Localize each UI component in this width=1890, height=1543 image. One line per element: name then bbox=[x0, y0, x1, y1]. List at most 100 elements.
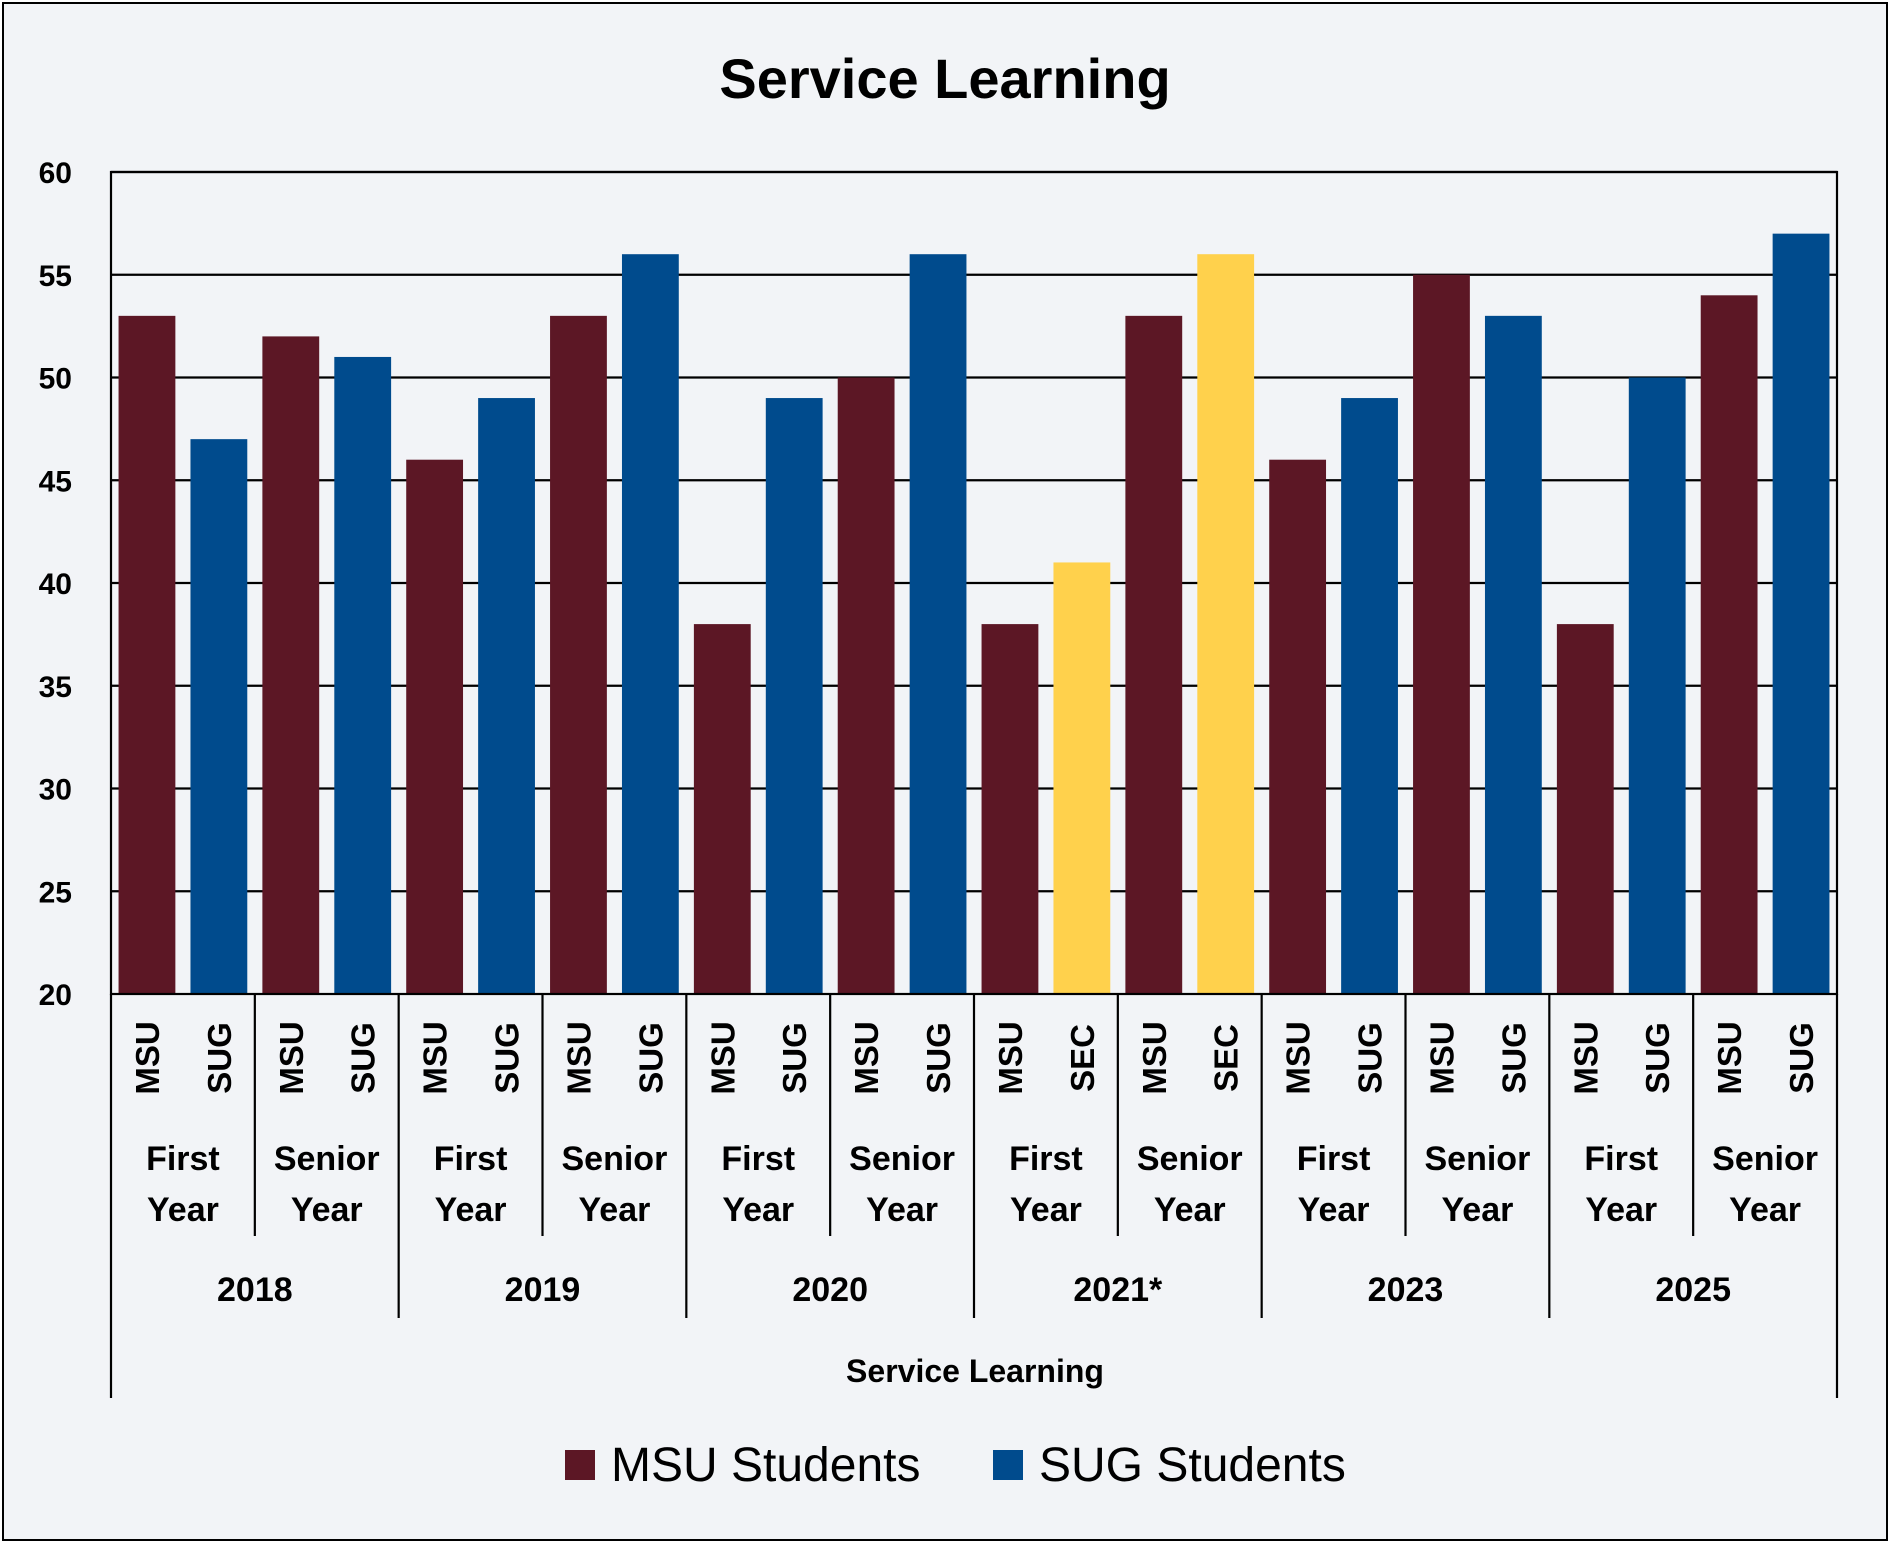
x-category-label: MSU bbox=[129, 1021, 166, 1094]
x-category-label: SUG bbox=[489, 1022, 526, 1094]
bar-sug bbox=[765, 398, 823, 994]
x-category-label: SEC bbox=[1208, 1024, 1245, 1092]
year-label: 2023 bbox=[1368, 1271, 1444, 1309]
x-category-label: SUG bbox=[345, 1022, 382, 1094]
x-category-label: SUG bbox=[776, 1022, 813, 1094]
year-label: 2025 bbox=[1655, 1271, 1731, 1309]
bar-msu bbox=[262, 336, 320, 994]
x-category-label: MSU bbox=[1136, 1021, 1173, 1094]
bar-sug bbox=[478, 398, 535, 994]
bar-msu bbox=[1556, 624, 1614, 994]
x-category-label: SUG bbox=[201, 1022, 238, 1094]
level-label-line1: Senior bbox=[1712, 1140, 1818, 1178]
level-label-line2: Year bbox=[291, 1191, 363, 1229]
y-tick-label: 60 bbox=[39, 157, 72, 190]
level-label-line2: Year bbox=[1441, 1191, 1513, 1229]
year-label: 2020 bbox=[792, 1271, 868, 1309]
x-category-label: SUG bbox=[1639, 1022, 1676, 1094]
legend-swatch bbox=[565, 1450, 595, 1480]
bar-sug bbox=[1772, 233, 1830, 994]
axes bbox=[109, 170, 1839, 1398]
y-tick-label: 50 bbox=[39, 363, 72, 396]
y-tick-label: 40 bbox=[39, 568, 72, 601]
bars bbox=[118, 233, 1830, 995]
level-label-line2: Year bbox=[866, 1191, 938, 1229]
bar-sug bbox=[1341, 398, 1398, 994]
level-label-line1: Senior bbox=[849, 1140, 955, 1178]
x-category-label: MSU bbox=[1567, 1021, 1604, 1094]
level-label-line2: Year bbox=[435, 1191, 507, 1229]
level-label-line1: Senior bbox=[562, 1140, 668, 1178]
x-category-label: MSU bbox=[704, 1021, 741, 1094]
x-category-label: MSU bbox=[848, 1021, 885, 1094]
level-label-line1: First bbox=[434, 1140, 508, 1178]
bar-sug bbox=[909, 254, 967, 994]
level-label-line2: Year bbox=[1010, 1191, 1082, 1229]
x-category-label: MSU bbox=[273, 1021, 310, 1094]
level-label-line2: Year bbox=[147, 1191, 219, 1229]
bar-sec bbox=[1197, 254, 1255, 994]
level-label-line2: Year bbox=[1154, 1191, 1226, 1229]
bar-sec bbox=[1053, 562, 1111, 994]
legend-label: MSU Students bbox=[611, 1439, 920, 1492]
level-label-line1: First bbox=[146, 1140, 220, 1178]
x-category-label: SUG bbox=[1352, 1022, 1389, 1094]
year-label: 2018 bbox=[217, 1271, 293, 1309]
x-axis-label: Service Learning bbox=[846, 1353, 1104, 1389]
x-category-label: SUG bbox=[632, 1022, 669, 1094]
level-label-line1: First bbox=[1297, 1140, 1371, 1178]
level-label-line1: First bbox=[1584, 1140, 1658, 1178]
y-tick-label: 30 bbox=[39, 774, 72, 807]
legend-swatch bbox=[993, 1450, 1023, 1480]
y-tick-label: 45 bbox=[39, 465, 72, 498]
level-label-line2: Year bbox=[722, 1191, 794, 1229]
x-category-label: MSU bbox=[1423, 1021, 1460, 1094]
bar-msu bbox=[406, 459, 464, 994]
bar-sug bbox=[190, 439, 248, 994]
x-category-label: SEC bbox=[1064, 1024, 1101, 1092]
legend: MSU Students SUG Students bbox=[565, 1439, 1346, 1492]
x-category-label: MSU bbox=[992, 1021, 1029, 1094]
chart-title: Service Learning bbox=[719, 47, 1170, 110]
bar-msu bbox=[1269, 459, 1327, 994]
x-category-label: MSU bbox=[417, 1021, 454, 1094]
year-label: 2021* bbox=[1073, 1271, 1163, 1309]
level-label-line2: Year bbox=[1585, 1191, 1657, 1229]
level-label-line2: Year bbox=[578, 1191, 650, 1229]
bar-msu bbox=[1700, 295, 1758, 994]
x-category-label: MSU bbox=[1280, 1021, 1317, 1094]
bar-msu bbox=[1125, 315, 1183, 995]
bar-sug bbox=[1628, 377, 1686, 994]
year-label: 2019 bbox=[505, 1271, 581, 1309]
y-tick-label: 25 bbox=[39, 876, 72, 909]
bar-msu bbox=[837, 377, 895, 994]
bar-msu bbox=[550, 315, 607, 995]
level-label-line1: Senior bbox=[1425, 1140, 1531, 1178]
bar-msu bbox=[1413, 274, 1470, 994]
level-label-line1: Senior bbox=[1137, 1140, 1243, 1178]
y-tick-label: 55 bbox=[39, 260, 72, 293]
bar-sug bbox=[1484, 315, 1542, 995]
x-category-label: MSU bbox=[1711, 1021, 1748, 1094]
level-label-line2: Year bbox=[1729, 1191, 1801, 1229]
level-label-line2: Year bbox=[1298, 1191, 1370, 1229]
level-label-line1: First bbox=[721, 1140, 795, 1178]
x-category-label: SUG bbox=[1783, 1022, 1820, 1094]
y-axis-tick-labels: 20 25 30 35 40 45 50 55 60 bbox=[39, 157, 72, 1012]
bar-sug bbox=[334, 356, 392, 994]
level-label-line1: Senior bbox=[274, 1140, 380, 1178]
gridlines bbox=[111, 170, 1837, 893]
x-category-label: MSU bbox=[560, 1021, 597, 1094]
bar-msu bbox=[693, 624, 751, 994]
bar-msu bbox=[981, 624, 1039, 994]
bar-msu bbox=[118, 315, 176, 995]
level-label-line1: First bbox=[1009, 1140, 1083, 1178]
legend-label: SUG Students bbox=[1039, 1439, 1346, 1492]
x-category-label: SUG bbox=[1495, 1022, 1532, 1094]
bar-sug bbox=[621, 254, 679, 994]
x-axis-category-labels: MSU SUG MSU SUG MSU SUG MSU SUG MSU SUG MSU SUG MSU S… bbox=[129, 1021, 1820, 1309]
x-category-label: SUG bbox=[920, 1022, 957, 1094]
y-tick-label: 35 bbox=[39, 671, 72, 704]
y-tick-label: 20 bbox=[39, 979, 72, 1012]
